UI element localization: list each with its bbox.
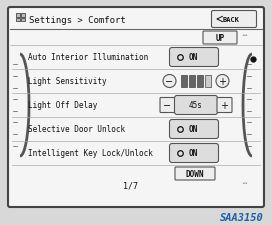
FancyBboxPatch shape: [175, 96, 218, 115]
Text: Settings > Comfort: Settings > Comfort: [29, 16, 126, 25]
Text: DOWN: DOWN: [186, 169, 204, 178]
Bar: [16, 18, 20, 22]
Text: Auto Interior Illumination: Auto Interior Illumination: [28, 53, 148, 62]
Text: ON: ON: [189, 53, 198, 62]
Text: ˄˄: ˄˄: [242, 35, 249, 41]
FancyBboxPatch shape: [217, 98, 232, 113]
Circle shape: [163, 75, 176, 88]
Bar: [189, 76, 195, 88]
Text: ON: ON: [189, 149, 198, 158]
Text: −: −: [165, 77, 174, 87]
Bar: [205, 76, 211, 88]
Text: ON: ON: [189, 125, 198, 134]
Bar: [197, 76, 203, 88]
Text: −: −: [163, 101, 172, 110]
FancyBboxPatch shape: [203, 32, 237, 45]
FancyBboxPatch shape: [169, 120, 218, 139]
Text: Selective Door Unlock: Selective Door Unlock: [28, 125, 125, 134]
Bar: [16, 14, 20, 17]
Bar: [21, 14, 25, 17]
FancyBboxPatch shape: [212, 11, 256, 28]
Bar: [21, 18, 25, 22]
FancyBboxPatch shape: [8, 8, 264, 207]
Text: Light Off Delay: Light Off Delay: [28, 101, 97, 110]
Text: +: +: [218, 77, 227, 87]
FancyBboxPatch shape: [169, 48, 218, 67]
Text: 45s: 45s: [189, 101, 203, 110]
Text: Intelligent Key Lock/Unlock: Intelligent Key Lock/Unlock: [28, 149, 153, 158]
Text: 1/7: 1/7: [122, 181, 138, 190]
Text: SAA3150: SAA3150: [220, 212, 264, 222]
FancyBboxPatch shape: [169, 144, 218, 163]
FancyBboxPatch shape: [175, 167, 215, 180]
FancyBboxPatch shape: [160, 98, 175, 113]
Text: UP: UP: [215, 34, 225, 43]
Text: BACK: BACK: [223, 17, 240, 23]
Circle shape: [216, 75, 229, 88]
Text: +: +: [221, 101, 228, 110]
Bar: [181, 76, 187, 88]
Text: Light Sensitivity: Light Sensitivity: [28, 77, 107, 86]
Text: ˅˅: ˅˅: [242, 182, 249, 188]
